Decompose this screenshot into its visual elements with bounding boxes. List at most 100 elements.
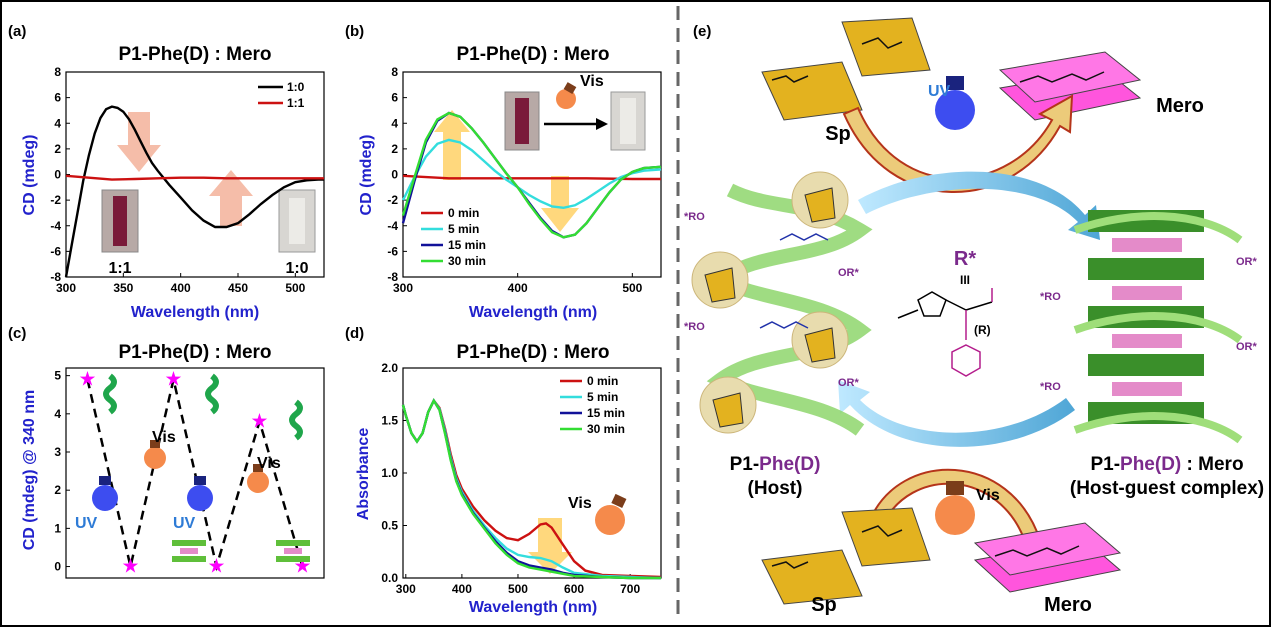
series-group-d: [401, 398, 662, 580]
mero-label-top: Mero: [1156, 95, 1204, 117]
mero-label-bottom: Mero: [1044, 594, 1092, 616]
x-tick-label: 500: [622, 281, 642, 295]
y-axis-label-d: Absorbance: [355, 428, 372, 521]
or-label-left-2: OR*: [838, 377, 860, 389]
legend-label-0min-d: 0 min: [587, 374, 618, 388]
y-tick-label: 4: [391, 116, 398, 130]
x-tick-label: 400: [452, 582, 472, 596]
legend-label-1-1: 1:1: [287, 96, 305, 110]
ro-label-left-2: *RO: [684, 321, 705, 333]
helix-icon-2: [205, 373, 219, 415]
y-tick-label: 6: [54, 91, 61, 105]
uv-bulb-c-2: [187, 476, 213, 511]
vis-label-b: Vis: [580, 73, 604, 90]
triazole-structure: [897, 288, 993, 377]
x-tick-label: 700: [620, 582, 640, 596]
y-tick-label: 3: [54, 445, 61, 459]
x-tick-label: 400: [171, 281, 191, 295]
vis-bulb-d: [595, 493, 627, 535]
x-axis-label-b: Wavelength (nm): [469, 304, 597, 321]
cuvette-1-1: [101, 189, 139, 253]
panel-c: (c) P1-Phe(D) : Mero 0 1 2 3 4 5 CD (mdeg) @ …: [8, 325, 325, 579]
panel-b: (b) P1-Phe(D) : Mero 300 400 500 -8 -6 -4 -2 0 2…: [345, 23, 662, 321]
host-name-prefix: P1-: [730, 454, 760, 475]
y-tick-label: 0.0: [381, 571, 398, 585]
y-tick-label: -8: [50, 270, 61, 284]
panel-label-d: (d): [345, 325, 364, 342]
chart-title-d: P1-Phe(D) : Mero: [456, 342, 609, 363]
arrow-head-b: [596, 118, 608, 130]
host-name: P1-Phe(D): [730, 454, 821, 475]
stack-icon-c-1: [172, 540, 206, 562]
uv-label-c-1: UV: [75, 515, 98, 532]
arrow-down-b: [541, 176, 579, 232]
y-tick-label: -8: [387, 270, 398, 284]
series-group-a: [64, 105, 324, 278]
series-line-d-3: [401, 398, 661, 580]
x-tick-label: 350: [113, 281, 133, 295]
host-name-phe: Phe(D): [759, 454, 820, 475]
vis-label-d: Vis: [568, 495, 592, 512]
series-group-b: [401, 111, 662, 239]
series-line-a-1: [65, 174, 324, 181]
y-tick-label: 1.0: [381, 466, 398, 480]
host-guest-stack: [1073, 210, 1243, 444]
legend-label-30min-d: 30 min: [587, 422, 625, 436]
cuvette-after-b: [610, 91, 646, 151]
curved-arrow-blue-top: [858, 171, 1100, 240]
complex-label: (Host-guest complex): [1070, 478, 1264, 499]
legend-label-30min-b: 30 min: [448, 254, 486, 268]
host-label: (Host): [748, 478, 803, 499]
cuvette-before-b: [504, 91, 540, 151]
y-tick-label: 1: [54, 521, 61, 535]
vis-bulb-bottom: [935, 481, 975, 535]
complex-name: P1-Phe(D) : Mero: [1090, 454, 1243, 475]
series-line-b-1: [401, 138, 662, 210]
annotation-1-0: 1:0: [285, 260, 308, 277]
series-group-c: ★★★★★★: [79, 366, 312, 577]
y-axis-label-b: CD (mdeg): [358, 135, 375, 216]
legend-label-5min-d: 5 min: [587, 390, 618, 404]
data-point-star: ★: [122, 554, 140, 578]
legend-label-15min-b: 15 min: [448, 238, 486, 252]
y-tick-label: 2: [54, 483, 61, 497]
sp-label-top: Sp: [825, 123, 851, 145]
rstar-equals: III: [960, 273, 970, 287]
series-line-b-0: [402, 174, 661, 181]
helix-icon-1: [103, 373, 117, 415]
legend-b: 0 min 5 min 15 min 30 min: [421, 206, 486, 268]
vis-label-c-2: Vis: [257, 455, 281, 472]
panel-label-b: (b): [345, 23, 364, 40]
y-axis-label-c: CD (mdeg) @ 340 nm: [21, 390, 38, 551]
x-tick-label: 400: [508, 281, 528, 295]
series-line-a-0: [64, 105, 324, 278]
x-tick-label: 300: [56, 281, 76, 295]
y-tick-label: -4: [387, 219, 398, 233]
annotation-1-1: 1:1: [108, 260, 131, 277]
legend-label-1-0: 1:0: [287, 80, 305, 94]
uv-label-top: UV: [928, 83, 951, 100]
y-tick-label: 2.0: [381, 361, 398, 375]
legend-label-15min-d: 15 min: [587, 406, 625, 420]
y-axis-label-a: CD (mdeg): [21, 135, 38, 216]
sp-label-bottom: Sp: [811, 594, 837, 616]
panel-label-e: (e): [693, 23, 711, 40]
uv-bulb-c-1: [92, 476, 118, 511]
data-point-star: ★: [165, 366, 183, 390]
y-tick-label: 5: [54, 369, 61, 383]
y-tick-label: 4: [54, 407, 61, 421]
y-tick-label: 0: [391, 168, 398, 182]
ticks-b: 300 400 500 -8 -6 -4 -2 0 2 4 6 8: [387, 65, 642, 295]
arrow-down-a: [117, 112, 161, 172]
plot-area-c: [65, 367, 325, 579]
panel-label-c: (c): [8, 325, 26, 342]
uv-label-c-2: UV: [173, 515, 196, 532]
ticks-c: 0 1 2 3 4 5: [54, 369, 70, 574]
y-tick-label: -4: [50, 219, 61, 233]
vis-bulb-c-1: [144, 440, 166, 469]
data-point-star: ★: [79, 366, 97, 390]
y-tick-label: 0: [54, 168, 61, 182]
x-tick-label: 450: [228, 281, 248, 295]
y-tick-label: 1.5: [381, 414, 398, 428]
